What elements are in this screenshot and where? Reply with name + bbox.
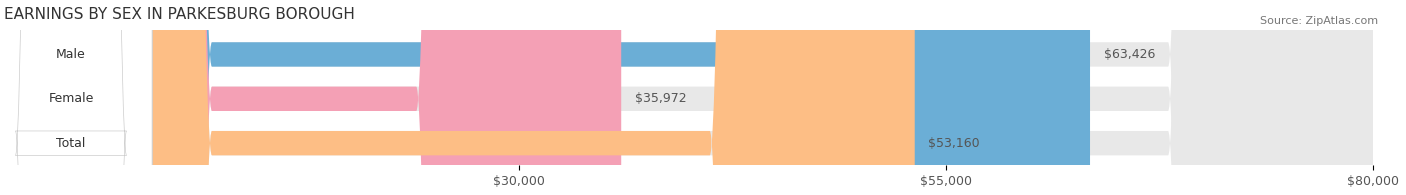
Text: $53,160: $53,160 [928, 137, 980, 150]
FancyBboxPatch shape [7, 0, 1090, 195]
Text: Male: Male [56, 48, 86, 61]
Text: $35,972: $35,972 [636, 92, 686, 105]
FancyBboxPatch shape [0, 0, 152, 195]
Text: Female: Female [48, 92, 94, 105]
FancyBboxPatch shape [7, 0, 1374, 195]
Text: EARNINGS BY SEX IN PARKESBURG BOROUGH: EARNINGS BY SEX IN PARKESBURG BOROUGH [4, 7, 356, 22]
Text: Source: ZipAtlas.com: Source: ZipAtlas.com [1260, 16, 1378, 26]
FancyBboxPatch shape [7, 0, 621, 195]
FancyBboxPatch shape [0, 0, 152, 195]
FancyBboxPatch shape [7, 0, 1374, 195]
FancyBboxPatch shape [7, 0, 1374, 195]
FancyBboxPatch shape [0, 0, 152, 195]
Text: $63,426: $63,426 [1104, 48, 1156, 61]
Text: Total: Total [56, 137, 86, 150]
FancyBboxPatch shape [7, 0, 915, 195]
